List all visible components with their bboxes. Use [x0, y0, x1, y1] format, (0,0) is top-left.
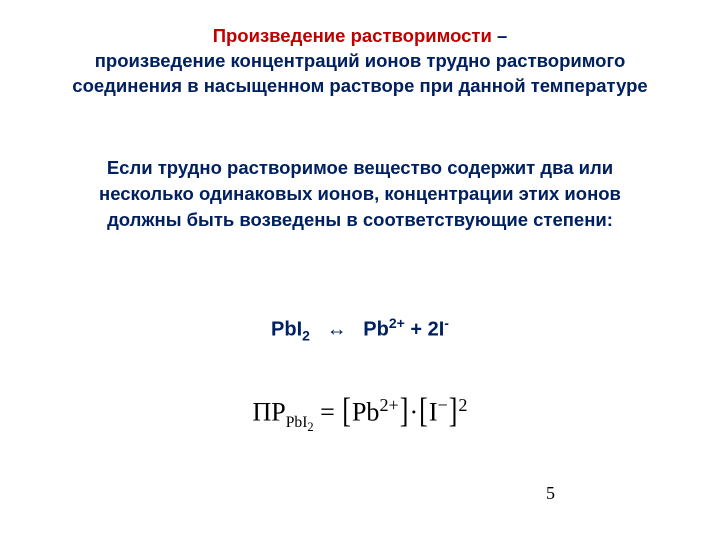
product1-base: Pb — [363, 319, 389, 341]
bracket-close-2: ] — [448, 390, 459, 431]
slide: Произведение растворимости – произведени… — [0, 0, 720, 540]
product1-sup: 2+ — [389, 315, 405, 331]
bracket-open-2: [ — [418, 390, 429, 431]
reactant-base: PbI — [271, 319, 302, 341]
title-dash: – — [492, 25, 507, 46]
ion2-sup: − — [437, 395, 447, 415]
ion1-sup: 2+ — [379, 395, 398, 415]
ion1-base: Pb — [352, 398, 379, 427]
bracket-open-1: [ — [341, 390, 352, 431]
formula-lhs: ПР — [252, 398, 285, 427]
title-highlight: Произведение растворимости — [213, 25, 492, 46]
formula-eq: = — [314, 398, 342, 427]
product2-coeff: 2 — [428, 319, 439, 341]
formula-inner: ПРPbI2 = [Pb2+]·[I−]2 — [252, 395, 467, 435]
title-block: Произведение растворимости – произведени… — [40, 24, 680, 99]
outer-exp: 2 — [458, 395, 467, 415]
title-rest: произведение концентраций ионов трудно р… — [72, 50, 647, 96]
reaction-plus: + — [405, 319, 428, 341]
reactant-sub: 2 — [302, 328, 310, 344]
page-number: 5 — [546, 483, 555, 504]
paragraph: Если трудно растворимое вещество содержи… — [60, 155, 660, 233]
formula-lhs-sub: PbI2 — [286, 414, 314, 431]
product2-sup: - — [444, 315, 449, 331]
reaction-arrow: ↔ — [327, 319, 347, 341]
solubility-product-formula: ПРPbI2 = [Pb2+]·[I−]2 — [0, 395, 720, 435]
bracket-close-1: ] — [399, 390, 410, 431]
formula-dot: · — [409, 398, 418, 427]
reaction-equation: PbI2 ↔ Pb2+ + 2I- — [0, 315, 720, 344]
